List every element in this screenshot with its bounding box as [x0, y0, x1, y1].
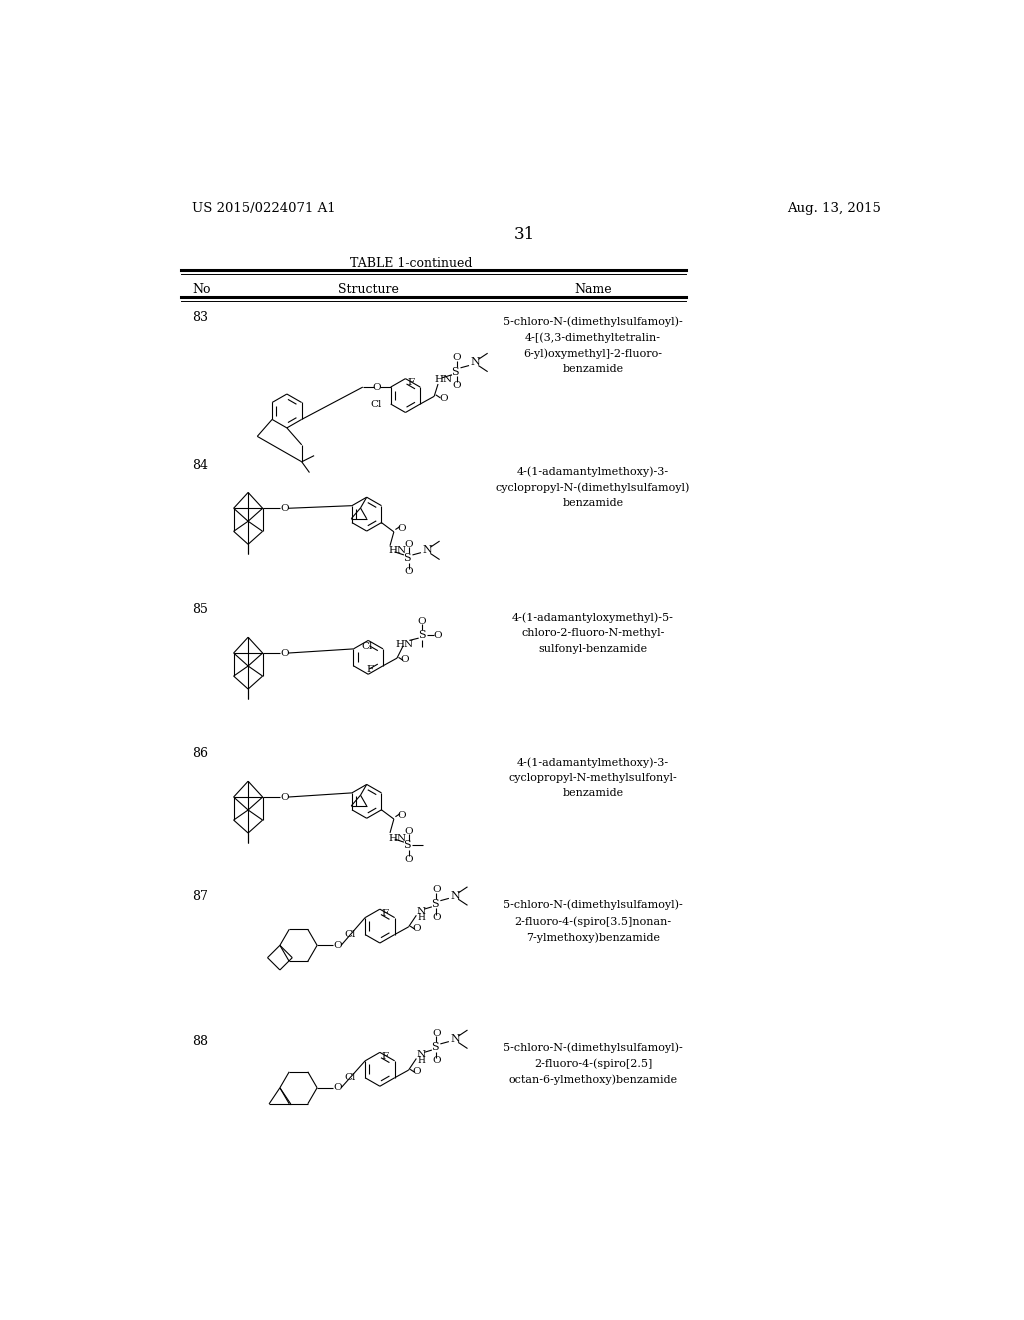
- Text: H: H: [417, 913, 425, 923]
- Text: N: N: [451, 1035, 460, 1044]
- Text: O: O: [404, 826, 413, 836]
- Text: S: S: [403, 553, 411, 564]
- Text: N: N: [451, 891, 460, 902]
- Text: Aug. 13, 2015: Aug. 13, 2015: [786, 202, 881, 215]
- Text: O: O: [453, 352, 461, 362]
- Text: O: O: [397, 524, 406, 533]
- Text: O: O: [439, 395, 447, 403]
- Text: N: N: [417, 1051, 426, 1059]
- Text: 4-(1-adamantylmethoxy)-3-
cyclopropyl-N-(dimethylsulfamoyl)
benzamide: 4-(1-adamantylmethoxy)-3- cyclopropyl-N-…: [496, 466, 690, 508]
- Text: O: O: [453, 381, 461, 389]
- Text: 86: 86: [193, 747, 208, 760]
- Text: O: O: [397, 812, 406, 821]
- Text: O: O: [400, 655, 409, 664]
- Text: H: H: [417, 1056, 425, 1065]
- Text: 5-chloro-N-(dimethylsulfamoyl)-
4-[(3,3-dimethyltetralin-
6-yl)oxymethyl]-2-fluo: 5-chloro-N-(dimethylsulfamoyl)- 4-[(3,3-…: [503, 317, 683, 375]
- Text: HN: HN: [395, 640, 414, 648]
- Text: US 2015/0224071 A1: US 2015/0224071 A1: [193, 202, 336, 215]
- Text: S: S: [452, 367, 459, 376]
- Text: O: O: [280, 648, 289, 657]
- Text: O: O: [333, 941, 342, 950]
- Text: O: O: [432, 913, 440, 923]
- Text: F: F: [381, 1052, 388, 1061]
- Text: N: N: [417, 907, 426, 916]
- Text: S: S: [418, 630, 426, 640]
- Text: 85: 85: [193, 603, 208, 616]
- Text: 88: 88: [193, 1035, 208, 1048]
- Text: S: S: [403, 841, 411, 850]
- Text: Cl: Cl: [361, 642, 373, 651]
- Text: Cl: Cl: [370, 400, 381, 408]
- Text: N: N: [422, 545, 432, 556]
- Text: No: No: [193, 284, 211, 296]
- Text: HN: HN: [388, 546, 407, 554]
- Text: F: F: [367, 665, 374, 675]
- Text: Structure: Structure: [338, 284, 398, 296]
- Text: O: O: [404, 540, 413, 549]
- Text: F: F: [407, 378, 414, 387]
- Text: O: O: [418, 616, 426, 626]
- Text: Name: Name: [574, 284, 611, 296]
- Text: O: O: [333, 1084, 342, 1092]
- Text: Cl: Cl: [344, 931, 355, 939]
- Text: O: O: [412, 1067, 421, 1076]
- Text: N: N: [470, 358, 480, 367]
- Text: Cl: Cl: [344, 1073, 355, 1082]
- Text: 84: 84: [193, 459, 208, 471]
- Text: 5-chloro-N-(dimethylsulfamoyl)-
2-fluoro-4-(spiro[2.5]
octan-6-ylmethoxy)benzami: 5-chloro-N-(dimethylsulfamoyl)- 2-fluoro…: [503, 1043, 683, 1085]
- Text: 31: 31: [514, 226, 536, 243]
- Text: HN: HN: [435, 375, 453, 384]
- Text: HN: HN: [388, 834, 407, 842]
- Text: 87: 87: [193, 890, 208, 903]
- Text: S: S: [431, 899, 438, 908]
- Text: 4-(1-adamantylmethoxy)-3-
cyclopropyl-N-methylsulfonyl-
benzamide: 4-(1-adamantylmethoxy)-3- cyclopropyl-N-…: [509, 758, 677, 799]
- Text: O: O: [432, 1028, 440, 1038]
- Text: O: O: [412, 924, 421, 933]
- Text: O: O: [404, 568, 413, 577]
- Text: 5-chloro-N-(dimethylsulfamoyl)-
2-fluoro-4-(spiro[3.5]nonan-
7-ylmethoxy)benzami: 5-chloro-N-(dimethylsulfamoyl)- 2-fluoro…: [503, 900, 683, 942]
- Text: F: F: [381, 909, 388, 919]
- Text: O: O: [433, 631, 441, 639]
- Text: O: O: [432, 886, 440, 895]
- Text: O: O: [404, 854, 413, 863]
- Text: TABLE 1-continued: TABLE 1-continued: [349, 257, 472, 271]
- Text: O: O: [280, 504, 289, 512]
- Text: 83: 83: [193, 312, 208, 323]
- Text: 4-(1-adamantyloxymethyl)-5-
chloro-2-fluoro-N-methyl-
sulfonyl-benzamide: 4-(1-adamantyloxymethyl)-5- chloro-2-flu…: [512, 612, 674, 653]
- Text: S: S: [431, 1041, 438, 1052]
- Text: O: O: [373, 383, 381, 392]
- Text: O: O: [280, 792, 289, 801]
- Text: O: O: [432, 1056, 440, 1065]
